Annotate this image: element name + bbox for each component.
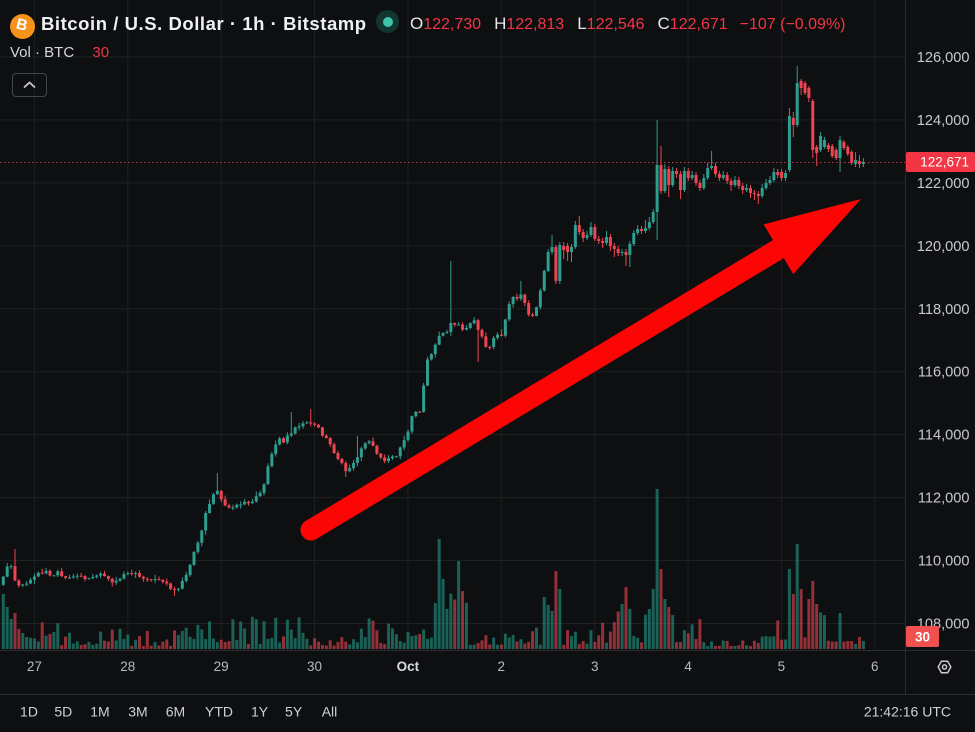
svg-text:118,000: 118,000 xyxy=(918,302,970,318)
svg-text:2: 2 xyxy=(498,659,506,674)
svg-text:5: 5 xyxy=(778,659,786,674)
svg-text:21:42:16 UTC: 21:42:16 UTC xyxy=(864,704,951,720)
svg-text:Oct: Oct xyxy=(397,659,420,674)
svg-text:1M: 1M xyxy=(90,704,109,720)
svg-text:122,000: 122,000 xyxy=(917,176,970,192)
svg-text:27: 27 xyxy=(27,659,42,674)
svg-text:6M: 6M xyxy=(166,704,185,720)
svg-text:112,000: 112,000 xyxy=(918,491,970,507)
svg-text:120,000: 120,000 xyxy=(917,239,970,255)
svg-text:4: 4 xyxy=(684,659,692,674)
svg-text:126,000: 126,000 xyxy=(917,50,970,66)
svg-text:All: All xyxy=(322,704,338,720)
svg-text:5D: 5D xyxy=(54,704,72,720)
svg-text:114,000: 114,000 xyxy=(918,428,970,444)
svg-text:1Y: 1Y xyxy=(251,704,269,720)
svg-text:6: 6 xyxy=(871,659,879,674)
svg-text:3M: 3M xyxy=(128,704,147,720)
svg-text:29: 29 xyxy=(214,659,229,674)
svg-text:28: 28 xyxy=(120,659,135,674)
svg-text:116,000: 116,000 xyxy=(918,365,970,381)
svg-text:5Y: 5Y xyxy=(285,704,303,720)
svg-text:3: 3 xyxy=(591,659,599,674)
svg-text:YTD: YTD xyxy=(205,704,233,720)
svg-text:122,671: 122,671 xyxy=(920,155,969,170)
svg-text:110,000: 110,000 xyxy=(918,554,970,570)
svg-text:124,000: 124,000 xyxy=(917,113,970,129)
svg-text:30: 30 xyxy=(307,659,322,674)
svg-text:30: 30 xyxy=(915,630,930,645)
svg-text:1D: 1D xyxy=(20,704,38,720)
